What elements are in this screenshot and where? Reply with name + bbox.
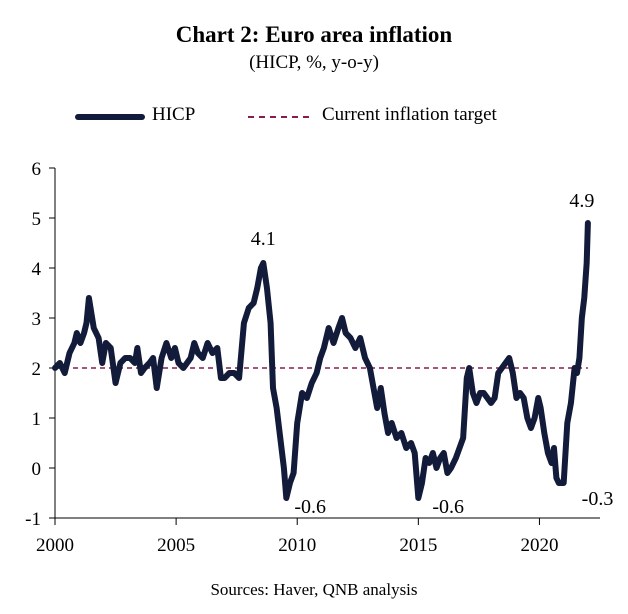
x-tick-label: 2000 xyxy=(36,535,74,556)
legend xyxy=(0,98,628,138)
legend-target-label: Current inflation target xyxy=(322,104,497,125)
data-label: 4.9 xyxy=(569,190,594,212)
data-label: -0.6 xyxy=(294,496,326,518)
data-label: -0.3 xyxy=(582,488,614,510)
y-tick-label: 1 xyxy=(32,409,42,430)
y-tick-label: 6 xyxy=(32,159,42,180)
x-tick-label: 2005 xyxy=(157,535,195,556)
y-tick-label: 2 xyxy=(32,359,42,380)
x-tick-label: 2020 xyxy=(520,535,558,556)
chart-subtitle: (HICP, %, y-o-y) xyxy=(249,52,379,73)
y-tick-label: -1 xyxy=(25,509,41,530)
hicp-line xyxy=(52,220,591,501)
chart-source: Sources: Haver, QNB analysis xyxy=(210,580,418,599)
legend-hicp-label: HICP xyxy=(152,104,196,125)
x-tick-label: 2015 xyxy=(399,535,437,556)
y-tick-label: 5 xyxy=(32,209,42,230)
chart-title: Chart 2: Euro area inflation xyxy=(175,22,453,47)
data-label: 4.1 xyxy=(251,228,276,250)
data-label: -0.6 xyxy=(432,496,464,518)
y-tick-label: 4 xyxy=(32,259,42,280)
x-tick-label: 2010 xyxy=(278,535,316,556)
y-tick-label: 3 xyxy=(32,309,42,330)
legend-swatches xyxy=(75,114,312,120)
y-tick-label: 0 xyxy=(32,459,42,480)
